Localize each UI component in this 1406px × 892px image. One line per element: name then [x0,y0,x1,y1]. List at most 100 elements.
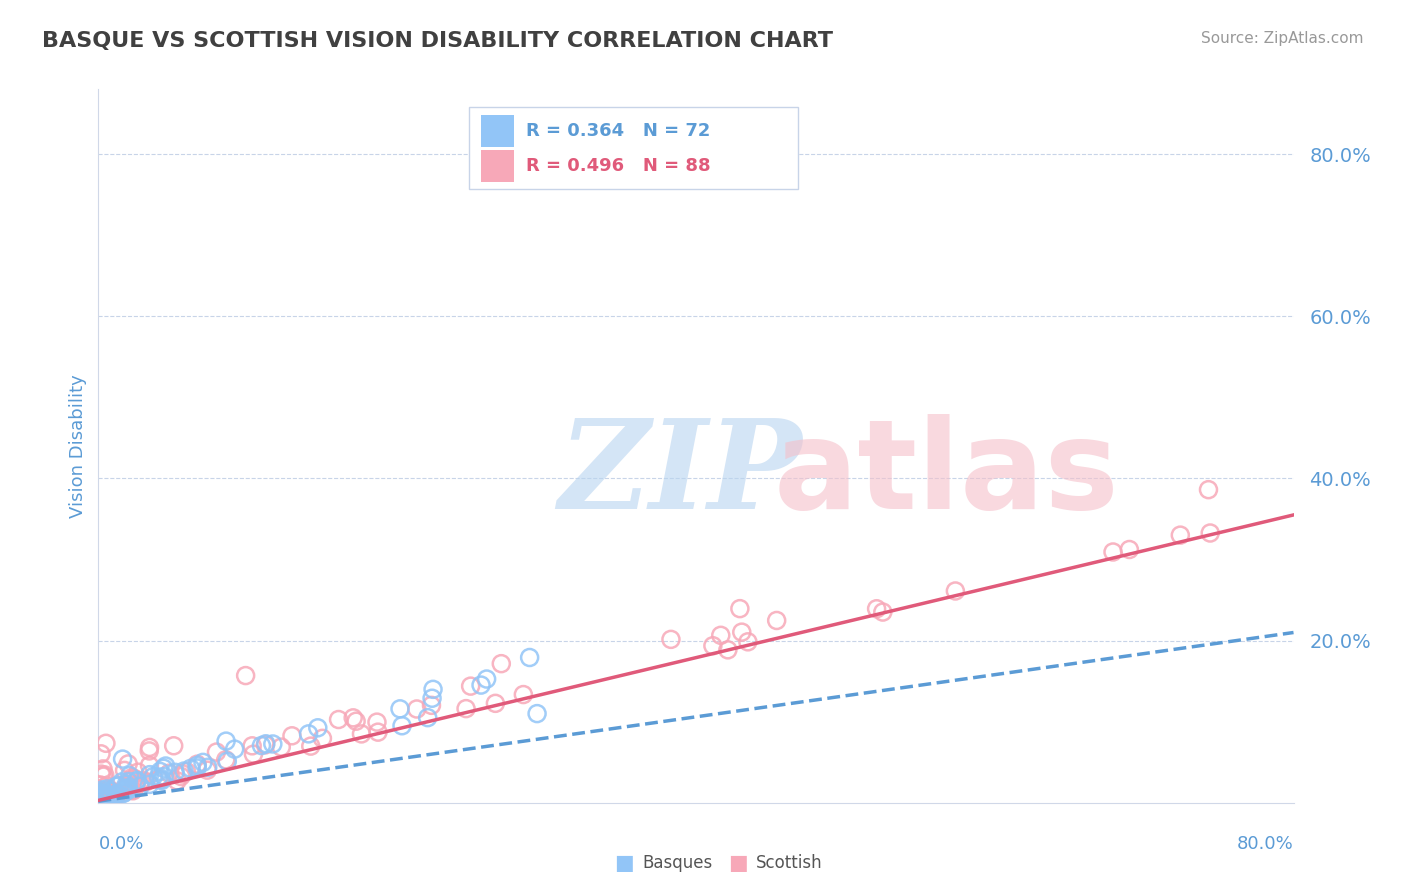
Point [91,783,114,797]
Point [420,698,443,713]
Point [138,777,160,791]
Point [454,701,477,715]
Point [97,789,120,803]
Point [197,760,219,774]
Point [112,786,135,800]
Point [150,772,173,787]
Point [153,769,176,783]
Text: Basques: Basques [643,855,713,872]
Point [170,769,193,783]
Point [389,702,412,716]
Point [93,789,115,803]
Point [717,643,740,657]
Point [307,721,329,735]
Text: R = 0.496   N = 88: R = 0.496 N = 88 [526,157,711,175]
Point [124,778,146,792]
Point [250,739,273,753]
Point [138,758,160,772]
Point [128,776,150,790]
Point [100,789,122,804]
Point [111,752,134,766]
Point [103,785,125,799]
Point [659,632,682,647]
Text: Source: ZipAtlas.com: Source: ZipAtlas.com [1201,31,1364,46]
Point [872,605,894,619]
Point [195,763,218,777]
Point [172,767,194,781]
Point [104,788,127,802]
Point [150,773,173,788]
Point [366,715,388,730]
Point [311,731,333,746]
Point [328,713,350,727]
Point [1168,528,1191,542]
Point [125,780,148,794]
Point [484,697,506,711]
Point [350,727,373,741]
Point [367,725,389,739]
FancyBboxPatch shape [481,150,515,182]
Point [416,711,439,725]
Point [125,773,148,788]
Point [98,789,121,804]
Point [91,762,114,776]
Point [89,789,111,804]
Point [89,778,111,792]
Point [94,788,117,802]
Point [91,786,114,800]
Point [90,747,112,761]
Point [89,792,111,806]
Point [1198,483,1220,497]
Point [96,789,118,804]
Point [475,672,498,686]
Point [186,758,208,772]
Point [89,789,111,803]
Point [281,729,304,743]
Point [405,702,427,716]
Point [98,790,121,805]
Point [1199,526,1222,541]
Point [129,780,152,794]
Y-axis label: Vision Disability: Vision Disability [69,374,87,518]
Point [148,772,170,787]
Point [93,791,115,805]
Point [519,650,541,665]
Point [96,786,118,800]
Point [512,688,534,702]
Point [93,788,115,802]
Point [149,764,172,779]
Point [91,785,114,799]
Point [90,767,112,781]
Point [105,789,128,803]
Point [728,601,751,615]
Point [491,657,513,671]
Point [205,745,228,759]
Point [186,761,208,775]
Text: BASQUE VS SCOTTISH VISION DISABILITY CORRELATION CHART: BASQUE VS SCOTTISH VISION DISABILITY COR… [42,31,834,51]
Point [152,761,174,775]
Point [191,756,214,770]
Point [96,790,118,805]
Point [224,742,246,756]
FancyBboxPatch shape [470,107,797,189]
Point [166,773,188,788]
Text: atlas: atlas [773,414,1119,535]
Point [127,765,149,780]
Point [731,625,754,640]
Point [180,761,202,775]
Text: 80.0%: 80.0% [1237,835,1294,853]
Point [254,737,277,751]
Text: R = 0.364   N = 72: R = 0.364 N = 72 [526,121,710,139]
Point [526,706,548,721]
Point [165,765,187,780]
Point [765,614,787,628]
Point [114,781,136,796]
Point [1118,542,1140,557]
Point [470,678,492,692]
Point [100,789,122,804]
Point [235,668,257,682]
Point [89,786,111,800]
Point [96,781,118,796]
FancyBboxPatch shape [481,114,515,146]
Point [89,791,111,805]
